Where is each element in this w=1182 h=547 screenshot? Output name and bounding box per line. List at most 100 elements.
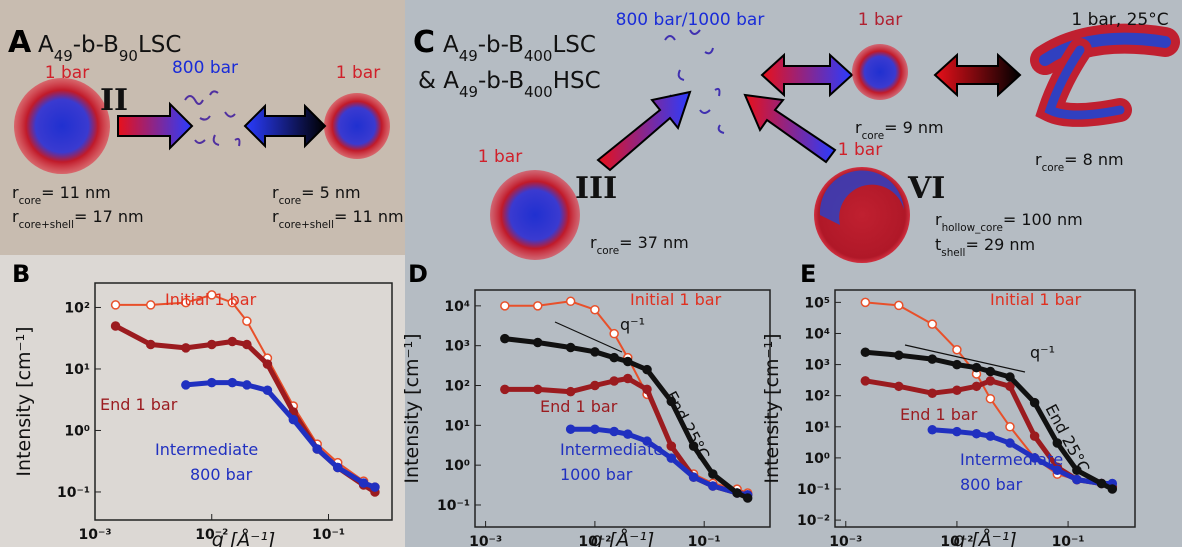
stage-label: III (575, 171, 617, 206)
data-point (208, 340, 216, 348)
data-point (953, 361, 961, 369)
panel-letter: D (408, 260, 428, 288)
y-tick-label: 10¹ (804, 420, 830, 436)
data-point (591, 306, 599, 314)
data-point (1073, 476, 1081, 484)
data-point (610, 354, 618, 362)
y-tick-label: 10⁵ (804, 295, 830, 311)
data-point (591, 382, 599, 390)
annotation: End 1 bar (900, 405, 978, 424)
data-point (567, 297, 575, 305)
data-point (182, 344, 190, 352)
x-tick-label: 10⁻¹ (688, 534, 721, 547)
annotation: q⁻¹ (1030, 343, 1055, 362)
data-point (289, 416, 297, 424)
stage-label: VI (907, 171, 945, 206)
radius-label-part: = 37 nm (619, 233, 689, 252)
data-point (895, 382, 903, 390)
data-point (243, 317, 251, 325)
y-tick-label: 10³ (444, 339, 470, 355)
formula-part: 400 (524, 83, 553, 101)
radius-label-part: hollow_core (942, 222, 1003, 234)
data-point (228, 337, 236, 345)
y-tick-label: 10⁰ (444, 458, 470, 474)
data-point (591, 348, 599, 356)
micelle (324, 93, 390, 159)
radius-label-part: = 17 nm (74, 207, 144, 226)
data-point (182, 381, 190, 389)
data-point (1031, 432, 1039, 440)
data-point (147, 301, 155, 309)
data-point (667, 454, 675, 462)
y-tick-label: 10⁰ (64, 423, 90, 439)
formula-part: LSC (552, 32, 595, 58)
data-point (534, 339, 542, 347)
data-point (861, 298, 869, 306)
formula-part: 49 (459, 47, 478, 65)
formula-part: -b-B (478, 68, 524, 94)
data-point (895, 301, 903, 309)
radius-label-part: core (862, 130, 885, 142)
data-point (1006, 423, 1014, 431)
annotation: Initial 1 bar (630, 290, 722, 309)
radius-label-part: shell (941, 247, 965, 259)
data-point (591, 425, 599, 433)
annotation: Intermediate (560, 440, 663, 459)
data-point (112, 301, 120, 309)
data-point (610, 330, 618, 338)
annotation: End 1 bar (100, 395, 178, 414)
data-point (263, 360, 271, 368)
condition-label: 1 bar (478, 147, 522, 167)
condition-label: 1 bar (858, 10, 902, 30)
data-point (733, 489, 741, 497)
data-point (360, 479, 368, 487)
figure: AA49-b-B90LSC1 bar800 bar1 barIIrcore= 1… (0, 0, 1182, 547)
data-point (986, 432, 994, 440)
data-point (1098, 480, 1106, 488)
x-tick-label: 10⁻¹ (1052, 534, 1085, 547)
annotation: Intermediate (155, 440, 258, 459)
annotation: Initial 1 bar (165, 290, 257, 309)
data-point (567, 343, 575, 351)
y-tick-label: 10² (444, 379, 470, 395)
data-point (972, 364, 980, 372)
data-point (501, 335, 509, 343)
annotation: End 1 bar (540, 397, 618, 416)
formula-part: 49 (459, 83, 478, 101)
formula-part: -b-B (73, 32, 119, 58)
x-tick-label: 10⁻³ (829, 534, 862, 547)
data-point (744, 494, 752, 502)
data-point (709, 470, 717, 478)
data-point (567, 388, 575, 396)
data-point (986, 395, 994, 403)
data-point (928, 320, 936, 328)
data-point (567, 425, 575, 433)
y-tick-label: 10¹ (64, 362, 90, 378)
radius-label-part: = 100 nm (1003, 210, 1083, 229)
radius-label-part: core (279, 195, 302, 207)
data-point (1006, 382, 1014, 390)
condition-label: 1 bar, 25°C (1071, 10, 1168, 30)
data-point (928, 355, 936, 363)
data-point (861, 377, 869, 385)
data-point (895, 351, 903, 359)
radius-label-part: = 11 nm (41, 183, 111, 202)
data-point (928, 426, 936, 434)
x-axis-label: q [Å⁻¹] (591, 528, 655, 547)
data-point (1006, 373, 1014, 381)
data-point (228, 379, 236, 387)
data-point (534, 385, 542, 393)
formula-part: HSC (553, 68, 601, 94)
radius-label-part: core (19, 195, 42, 207)
y-tick-label: 10⁻¹ (57, 485, 90, 501)
formula-part: 90 (119, 47, 138, 65)
radius-label-part: core+shell (279, 219, 334, 231)
y-tick-label: 10⁻¹ (797, 482, 830, 498)
data-point (313, 445, 321, 453)
formula-part: A (38, 32, 54, 58)
annotation: Intermediate (960, 450, 1063, 469)
data-point (1108, 485, 1116, 493)
annotation: 800 bar (190, 465, 253, 484)
data-point (953, 386, 961, 394)
x-axis-label: q [Å⁻¹] (212, 528, 276, 547)
